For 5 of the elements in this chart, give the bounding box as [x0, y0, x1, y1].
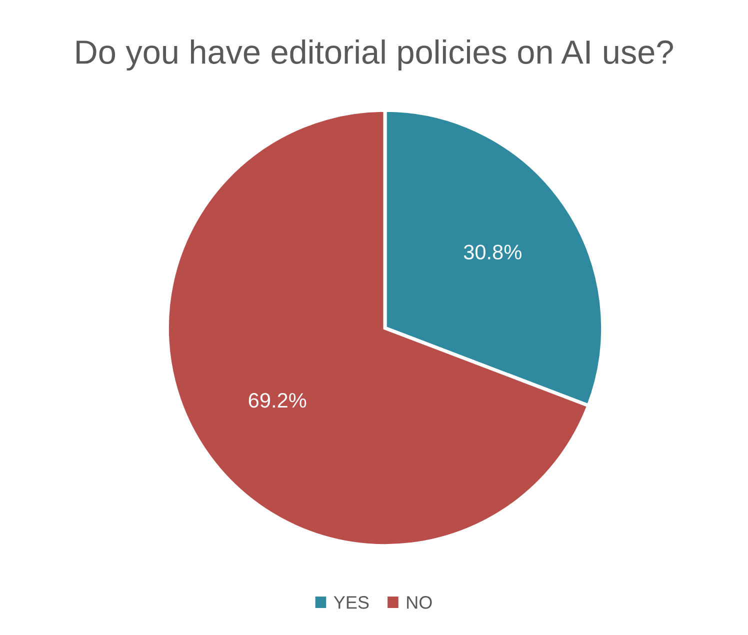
legend-label: YES [334, 596, 369, 609]
legend-label: NO [407, 596, 432, 609]
data-label: 30.8% [464, 244, 522, 260]
chart-title: Do you have editorial policies on AI use? [76, 39, 673, 71]
data-label: 69.2% [248, 392, 306, 408]
